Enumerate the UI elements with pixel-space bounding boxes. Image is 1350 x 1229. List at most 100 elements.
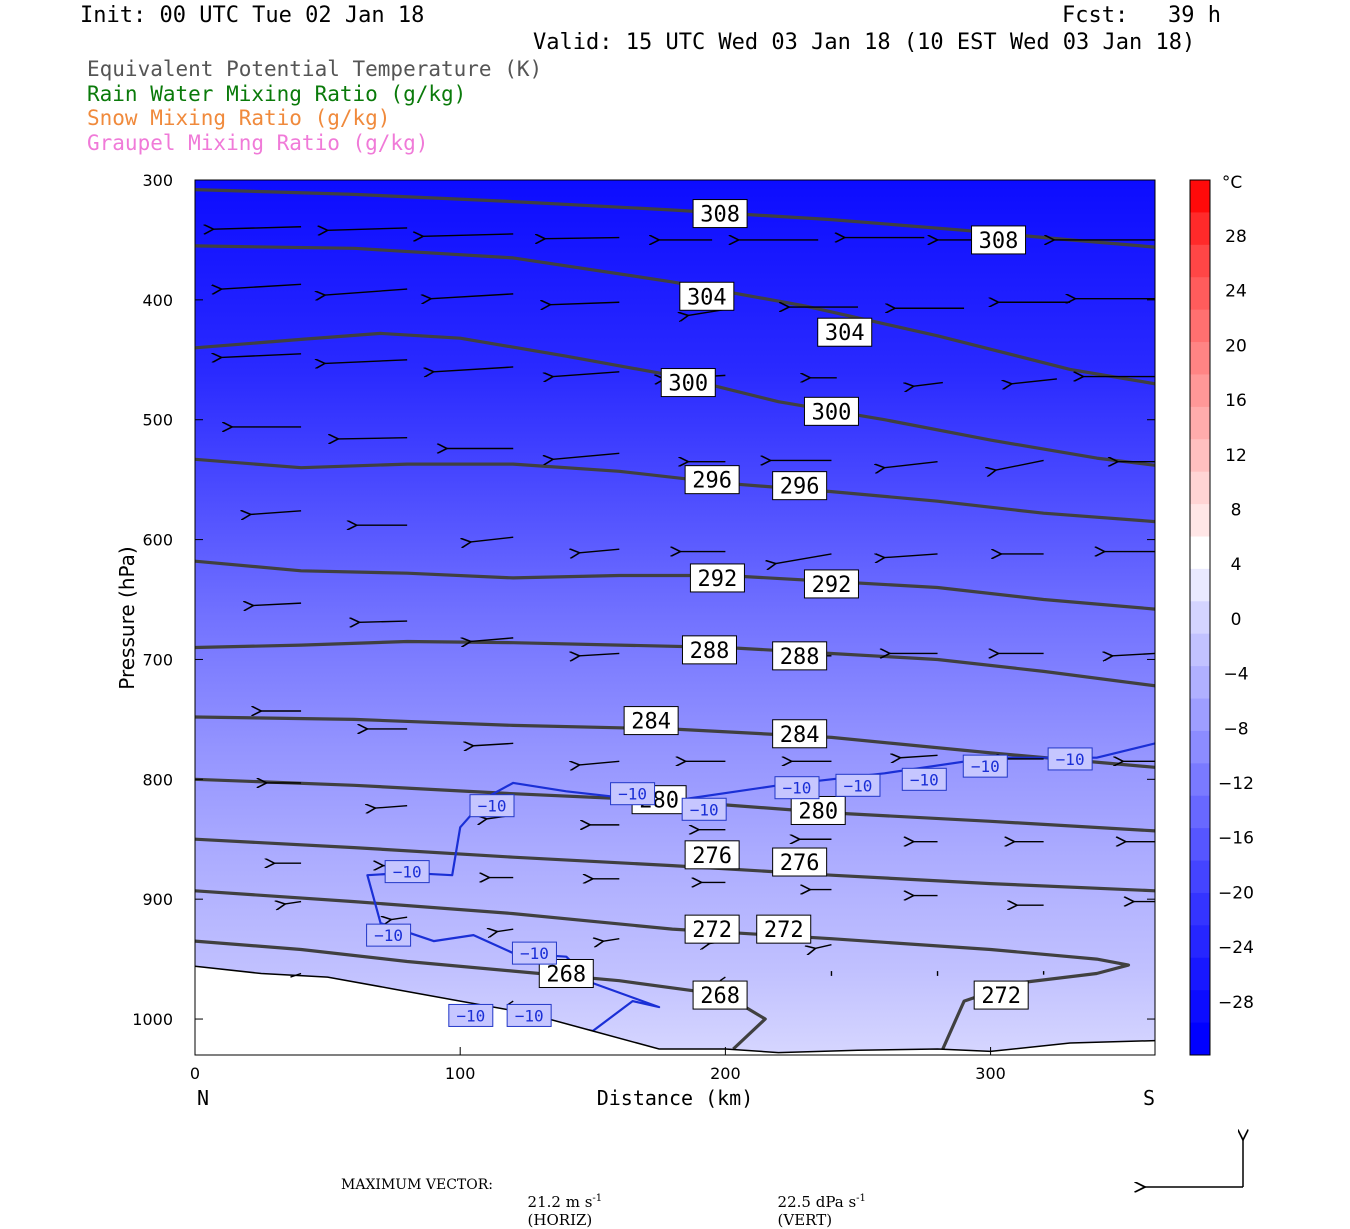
theta-e-contour-292 xyxy=(195,559,1155,611)
colorbar-swatch xyxy=(1190,536,1210,570)
temp-contour-label: −10 xyxy=(783,779,812,798)
colorbar-tick-label: 4 xyxy=(1231,555,1242,575)
colorbar-swatch xyxy=(1190,828,1210,862)
temp-label-box xyxy=(835,773,881,797)
theta-e-label: 276 xyxy=(692,844,732,869)
temp-contour-label: −10 xyxy=(910,770,939,789)
wind-vector xyxy=(431,293,514,299)
colorbar-swatch xyxy=(1190,892,1210,926)
colorbar-swatch xyxy=(1190,730,1210,764)
wind-vector xyxy=(434,366,514,372)
max-vector-vert: 22.5 dPa s-1 (VERT) xyxy=(768,1175,866,1229)
colorbar-swatch xyxy=(1190,342,1210,375)
colorbar-tick-label: 20 xyxy=(1225,336,1247,356)
theta-e-label: 272 xyxy=(981,984,1021,1009)
colorbar-swatch xyxy=(1190,925,1210,959)
colorbar-tick-label: −28 xyxy=(1218,993,1254,1013)
theta-e-label-box xyxy=(692,199,748,229)
theta-e-label: 304 xyxy=(687,285,727,310)
colorbar-tick-label: −8 xyxy=(1223,719,1248,739)
theta-e-label-box xyxy=(684,465,740,495)
valid-time: Valid: 15 UTC Wed 03 Jan 18 (10 EST Wed … xyxy=(533,30,1196,55)
horiz-exponent: -1 xyxy=(592,1193,603,1204)
colorbar: 28 24 20 16 12 8 4 0 −4 −8 −12 −16 −20 −24 −28 °C xyxy=(1189,173,1254,1056)
y-axis-title: Pressure (hPa) xyxy=(115,546,139,689)
theta-e-contour-296 xyxy=(195,457,1155,524)
wind-vector xyxy=(719,976,726,982)
colorbar-tick-label: −4 xyxy=(1223,665,1248,685)
theta-e-label-box xyxy=(684,840,740,870)
wind-vector xyxy=(338,438,408,439)
theta-e-label-box xyxy=(692,980,748,1010)
horiz-unit: (HORIZ) xyxy=(527,1211,593,1229)
theta-e-label-box xyxy=(971,225,1027,255)
colorbar-tick-label: −16 xyxy=(1218,829,1254,849)
y-tick-label: 800 xyxy=(142,770,173,789)
temp-label-box xyxy=(962,754,1008,778)
colorbar-swatch xyxy=(1190,666,1210,700)
temp-label-box xyxy=(901,767,947,791)
vert-unit: (VERT) xyxy=(777,1211,833,1229)
theta-e-label: 284 xyxy=(780,723,820,748)
colorbar-unit: °C xyxy=(1222,173,1242,193)
colorbar-swatch xyxy=(1190,180,1210,213)
colorbar-tick-label: 16 xyxy=(1225,391,1247,411)
colorbar-tick-label: 24 xyxy=(1225,282,1247,302)
colorbar-tick-label: 28 xyxy=(1225,227,1247,247)
x-axis-end-right: S xyxy=(1143,1086,1155,1110)
wind-vector xyxy=(471,536,514,542)
temp-label-box xyxy=(384,860,430,884)
theta-e-label: 268 xyxy=(700,984,740,1009)
x-axis-title: Distance (km) xyxy=(597,1086,754,1110)
colorbar-swatch xyxy=(1190,504,1210,537)
wind-vector xyxy=(580,761,620,765)
wind-vector xyxy=(359,621,408,622)
colorbar-swatch xyxy=(1190,406,1210,440)
colorbar-swatch xyxy=(1190,795,1210,829)
theta-e-label: 280 xyxy=(798,799,838,824)
temp-label-box xyxy=(1047,747,1093,771)
wind-vector xyxy=(222,354,302,358)
temp-contour-label: −10 xyxy=(393,863,422,882)
theta-e-label-box xyxy=(756,914,812,944)
colorbar-swatch xyxy=(1190,212,1210,246)
wind-vector xyxy=(285,902,302,904)
theta-e-contour-276 xyxy=(195,837,1155,893)
colorbar-swatch xyxy=(1190,957,1210,991)
temp-label-box xyxy=(366,923,412,947)
colorbar-swatch xyxy=(1190,1022,1210,1056)
colorbar-tick-label: −24 xyxy=(1218,938,1254,958)
theta-e-label-box xyxy=(803,396,859,426)
temp-contour-label: −10 xyxy=(844,776,873,795)
wind-vector xyxy=(375,806,408,808)
theta-e-label-box xyxy=(660,368,716,398)
wind-vector xyxy=(996,459,1044,470)
colorbar-tick-label: 12 xyxy=(1225,446,1247,466)
wind-vector xyxy=(325,360,408,364)
theta-e-label-box xyxy=(681,635,737,665)
y-tick-label: 1000 xyxy=(132,1010,173,1029)
x-tick-label: 0 xyxy=(190,1064,200,1083)
wind-vector xyxy=(214,227,302,229)
colorbar-frame xyxy=(1189,179,1211,1056)
plot-frame xyxy=(194,179,1156,1056)
theta-e-label: 296 xyxy=(780,475,820,500)
temp-contour-label: −10 xyxy=(971,757,1000,776)
theta-e-label: 272 xyxy=(764,918,804,943)
legend-snow: Snow Mixing Ratio (g/kg) xyxy=(87,106,391,130)
wind-vector xyxy=(1012,378,1057,384)
temp-label-box xyxy=(448,1003,494,1027)
wind-vector xyxy=(603,939,620,941)
theta-e-label-box xyxy=(623,706,679,736)
wind-vector xyxy=(471,638,514,642)
wind-vector xyxy=(473,743,514,745)
theta-e-contour-288 xyxy=(195,639,1155,688)
theta-e-label: 296 xyxy=(692,469,732,494)
theta-e-label-box xyxy=(772,719,828,749)
wind-vector xyxy=(545,238,620,239)
theta-e-label-box xyxy=(803,569,859,599)
x-tick-label: 100 xyxy=(445,1064,476,1083)
temp-label-box xyxy=(506,1003,552,1027)
x-tick-label: 300 xyxy=(975,1064,1006,1083)
